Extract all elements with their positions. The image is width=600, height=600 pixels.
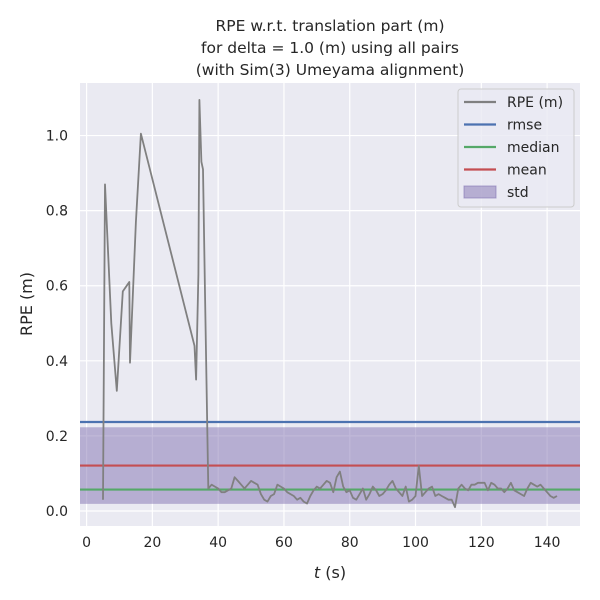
y-tick-labels: 0.0 0.2 0.4 0.6 0.8 1.0 <box>46 129 68 520</box>
legend-box <box>457 88 575 208</box>
x-axis-label: t (s) <box>314 563 346 582</box>
x-tick-label: 60 <box>275 535 293 551</box>
title-line-3: (with Sim(3) Umeyama alignment) <box>196 61 465 79</box>
y-tick-label: 0.2 <box>46 429 68 445</box>
legend-label: rmse <box>507 118 542 134</box>
legend-swatch-patch <box>463 185 497 199</box>
x-tick-label: 120 <box>468 535 495 551</box>
x-tick-labels: 0 20 40 60 80 100 120 140 <box>82 535 560 551</box>
chart-title: RPE w.r.t. translation part (m) for delt… <box>196 17 465 79</box>
rpe-series-line <box>102 99 558 509</box>
legend: RPE (m) rmse median mean std <box>457 88 575 208</box>
x-tick-label: 0 <box>82 535 91 551</box>
legend-label: median <box>507 140 559 156</box>
y-tick-label: 0.4 <box>46 354 68 370</box>
y-axis-label: RPE (m) <box>17 272 36 336</box>
legend-label: std <box>507 185 529 201</box>
y-tick-label: 0.0 <box>46 504 68 520</box>
x-tick-label: 40 <box>209 535 227 551</box>
legend-label: mean <box>507 163 547 179</box>
y-tick-label: 0.6 <box>46 279 68 295</box>
y-tick-label: 0.8 <box>46 204 68 220</box>
legend-label: RPE (m) <box>507 95 563 111</box>
y-tick-label: 1.0 <box>46 129 68 145</box>
x-tick-label: 140 <box>534 535 561 551</box>
x-tick-label: 20 <box>143 535 161 551</box>
x-tick-label: 80 <box>341 535 359 551</box>
title-line-2: for delta = 1.0 (m) using all pairs <box>201 39 459 57</box>
title-line-1: RPE w.r.t. translation part (m) <box>215 17 444 35</box>
x-tick-label: 100 <box>402 535 429 551</box>
